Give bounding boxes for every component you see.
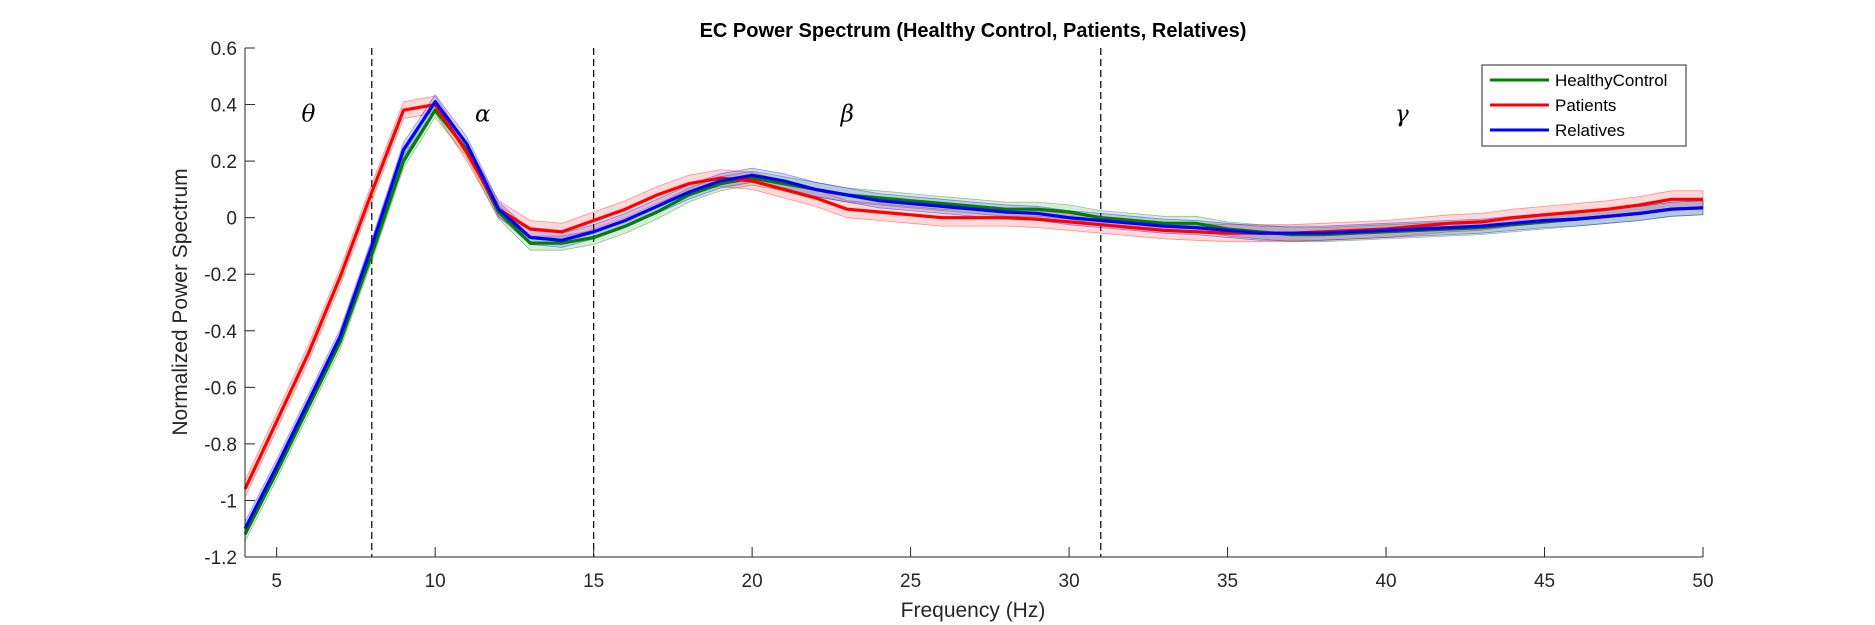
y-axis-title: Normalized Power Spectrum [169,168,192,435]
y-tick-label: 0.4 [211,96,238,117]
x-tick-label: 40 [1375,571,1396,592]
x-tick-label: 30 [1059,571,1080,592]
band-label: γ [1395,102,1409,128]
y-tick-label: 0.6 [211,39,237,60]
y-tick-label: -0.4 [204,322,237,343]
confidence-band [244,94,1704,536]
x-tick-label: 10 [425,571,446,592]
x-tick-label: 5 [271,571,282,592]
y-tick-label: -0.2 [204,265,237,286]
series-line [243,108,1704,536]
band-label: β [840,102,854,128]
y-tick-label: -0.8 [204,435,237,456]
band-label: θ [301,102,315,128]
legend-label: Patients [1555,96,1616,115]
x-tick-label: 25 [900,571,921,592]
legend-label: Relatives [1555,121,1625,140]
chart-title: EC Power Spectrum (Healthy Control, Pati… [700,20,1247,42]
x-tick-label: 35 [1217,571,1238,592]
y-tick-label: 0 [226,209,237,230]
axes: 5 10 15 20 25 30 35 40 45 50 -1.2 -1 -0.8 -0.6 -0.4 -0.… [204,39,1713,592]
x-tick-label: 20 [742,571,763,592]
y-tick-label: -0.6 [204,378,237,399]
x-axis-title: Frequency (Hz) [901,599,1046,622]
band-label: α [475,102,491,128]
series-line [243,102,1703,490]
legend: HealthyControl Patients Relatives [1481,64,1687,147]
confidence-band [244,95,1704,498]
series-lines [243,100,1704,536]
x-tick-label: 50 [1692,571,1713,592]
band-boundary-lines [371,48,1102,557]
x-tick-label: 15 [583,571,604,592]
confidence-band [244,102,1704,542]
series-confidence-bands [244,94,1704,542]
y-tick-label: -1.2 [204,548,237,569]
y-tick-label: -1 [220,491,237,512]
y-tick-label: 0.2 [211,152,237,173]
legend-label: HealthyControl [1555,71,1667,90]
series-line [243,100,1704,530]
x-tick-label: 45 [1534,571,1555,592]
